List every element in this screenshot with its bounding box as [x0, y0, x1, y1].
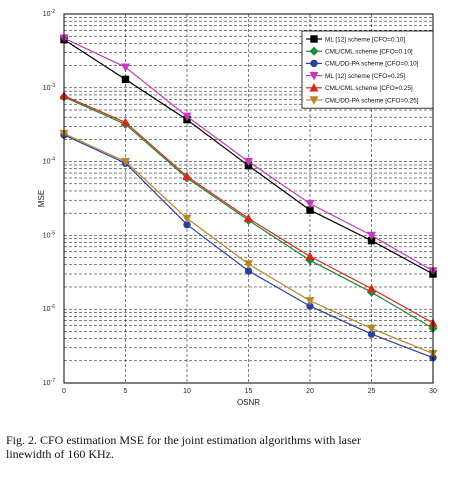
data-point: [121, 75, 130, 84]
data-point: [120, 63, 131, 72]
legend-entry: ML [12] scheme [CFO=0.10]: [306, 35, 405, 43]
legend-box: [301, 30, 434, 109]
series-6: [59, 129, 438, 359]
axis-ticks: 0 5 10 15 20 25 30 10-2 10-3 10-4 10-5 10-6 10-7: [43, 9, 437, 395]
x-tick-label: 0: [62, 388, 66, 395]
data-point: [243, 213, 254, 223]
plot-frame: [63, 13, 434, 384]
y-tick-label: 10-3: [43, 83, 55, 92]
legend-swatch-marker: [309, 83, 319, 92]
x-tick-label: 25: [368, 388, 376, 395]
legend-label: CML/CML scheme [CFO=0.25]: [325, 85, 413, 92]
legend-label: ML [12] scheme [CFO=0.25]: [325, 73, 405, 80]
legend-entry: ML [12] scheme [CFO=0.25]: [306, 71, 405, 81]
legend-label: CML/DD-PA scheme [CFO=0.10]: [325, 61, 419, 68]
caption-line-2: linewidth of 160 KHz.: [6, 447, 114, 461]
figure-caption: Fig. 2. CFO estimation MSE for the joint…: [6, 433, 446, 461]
x-tick-label: 20: [306, 388, 314, 395]
data-point: [182, 214, 192, 224]
data-point: [243, 157, 254, 167]
legend-entry: CML/DD-PA scheme [CFO=0.10]: [306, 59, 419, 68]
x-tick-label: 5: [124, 388, 128, 395]
y-tick-label: 10-7: [43, 378, 55, 387]
legend: ML [12] scheme [CFO=0.10] CML/CML scheme …: [301, 30, 434, 109]
legend-swatch-marker: [309, 96, 319, 105]
data-point: [182, 171, 192, 181]
legend-swatch-marker: [309, 71, 319, 81]
data-point: [182, 112, 192, 122]
x-tick-label: 30: [429, 388, 437, 395]
x-axis-label: OSNR: [237, 398, 260, 407]
legend-swatch-marker: [309, 46, 319, 56]
y-tick-label: 10-2: [43, 9, 55, 18]
series-4: [59, 34, 438, 276]
legend-label: ML [12] scheme [CFO=0.10]: [325, 36, 405, 43]
data-point: [305, 251, 315, 261]
data-point: [366, 324, 377, 334]
data-point: [120, 157, 131, 167]
x-tick-label: 10: [183, 388, 191, 395]
y-tick-label: 10-4: [43, 157, 55, 166]
data-point: [120, 117, 131, 127]
legend-entry: CML/CML scheme [CFO=0.25]: [306, 83, 413, 92]
legend-entry: CML/CML scheme [CFO=0.10]: [306, 46, 413, 56]
y-tick-label: 10-6: [43, 304, 55, 313]
legend-entry: CML/DD-PA scheme [CFO=0.25]: [306, 96, 419, 105]
y-axis-label: MSE: [37, 190, 46, 207]
series-lines: [59, 34, 438, 362]
legend-label: CML/DD-PA scheme [CFO=0.25]: [325, 97, 419, 104]
data-point: [243, 260, 254, 269]
data-point: [366, 231, 377, 241]
caption-line-1: Fig. 2. CFO estimation MSE for the joint…: [6, 433, 361, 447]
mse-chart: 0 5 10 15 20 25 30 10-2 10-3 10-4 10-5 10-6 10-7 OSN…: [37, 9, 438, 407]
data-point: [305, 297, 315, 306]
y-tick-label: 10-5: [43, 230, 55, 239]
data-point: [366, 283, 377, 293]
data-point: [305, 199, 315, 209]
x-tick-label: 15: [245, 388, 253, 395]
legend-swatch-marker: [310, 59, 318, 68]
legend-label: CML/CML scheme [CFO=0.10]: [325, 49, 413, 56]
legend-swatch-marker: [310, 35, 318, 43]
